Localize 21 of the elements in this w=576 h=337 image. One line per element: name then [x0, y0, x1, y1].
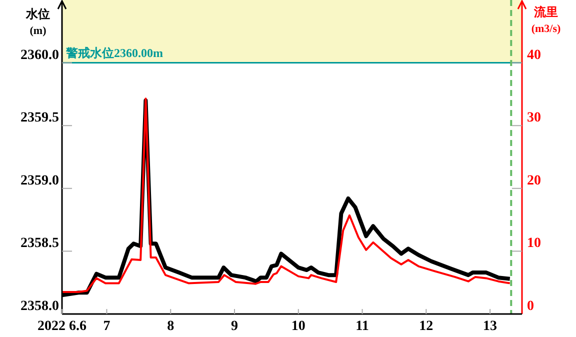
y-tick-label: 2358.0: [20, 299, 59, 314]
y-tick-label: 2359.0: [20, 173, 59, 188]
y2-tick-label: 40: [527, 48, 541, 63]
y2-tick-label: 30: [527, 110, 541, 126]
x-tick-label: 9: [231, 319, 238, 334]
x-tick-label: 7: [103, 319, 110, 334]
x-tick-label: 10: [291, 319, 306, 334]
ref-line-label: 警戒水位2360.00m: [65, 46, 163, 60]
y-tick-label: 2358.5: [20, 236, 59, 252]
y2-axis-title: 流里 (m3/s): [531, 5, 561, 35]
y2-tick-label: 20: [527, 173, 541, 188]
x-tick-label: 2022 6.6: [38, 319, 86, 334]
y2-tick-label: 10: [527, 236, 541, 252]
y-tick-label: 2359.5: [20, 110, 59, 126]
x-tick-label: 8: [167, 319, 174, 334]
x-tick-label: 12: [419, 319, 434, 334]
y2-tick-label: 0: [527, 299, 534, 314]
y-axis-title: 水位 (m): [25, 7, 50, 37]
y-tick-label: 2360.0: [20, 48, 59, 63]
x-tick-label: 11: [356, 319, 369, 334]
x-tick-label: 13: [483, 319, 498, 334]
